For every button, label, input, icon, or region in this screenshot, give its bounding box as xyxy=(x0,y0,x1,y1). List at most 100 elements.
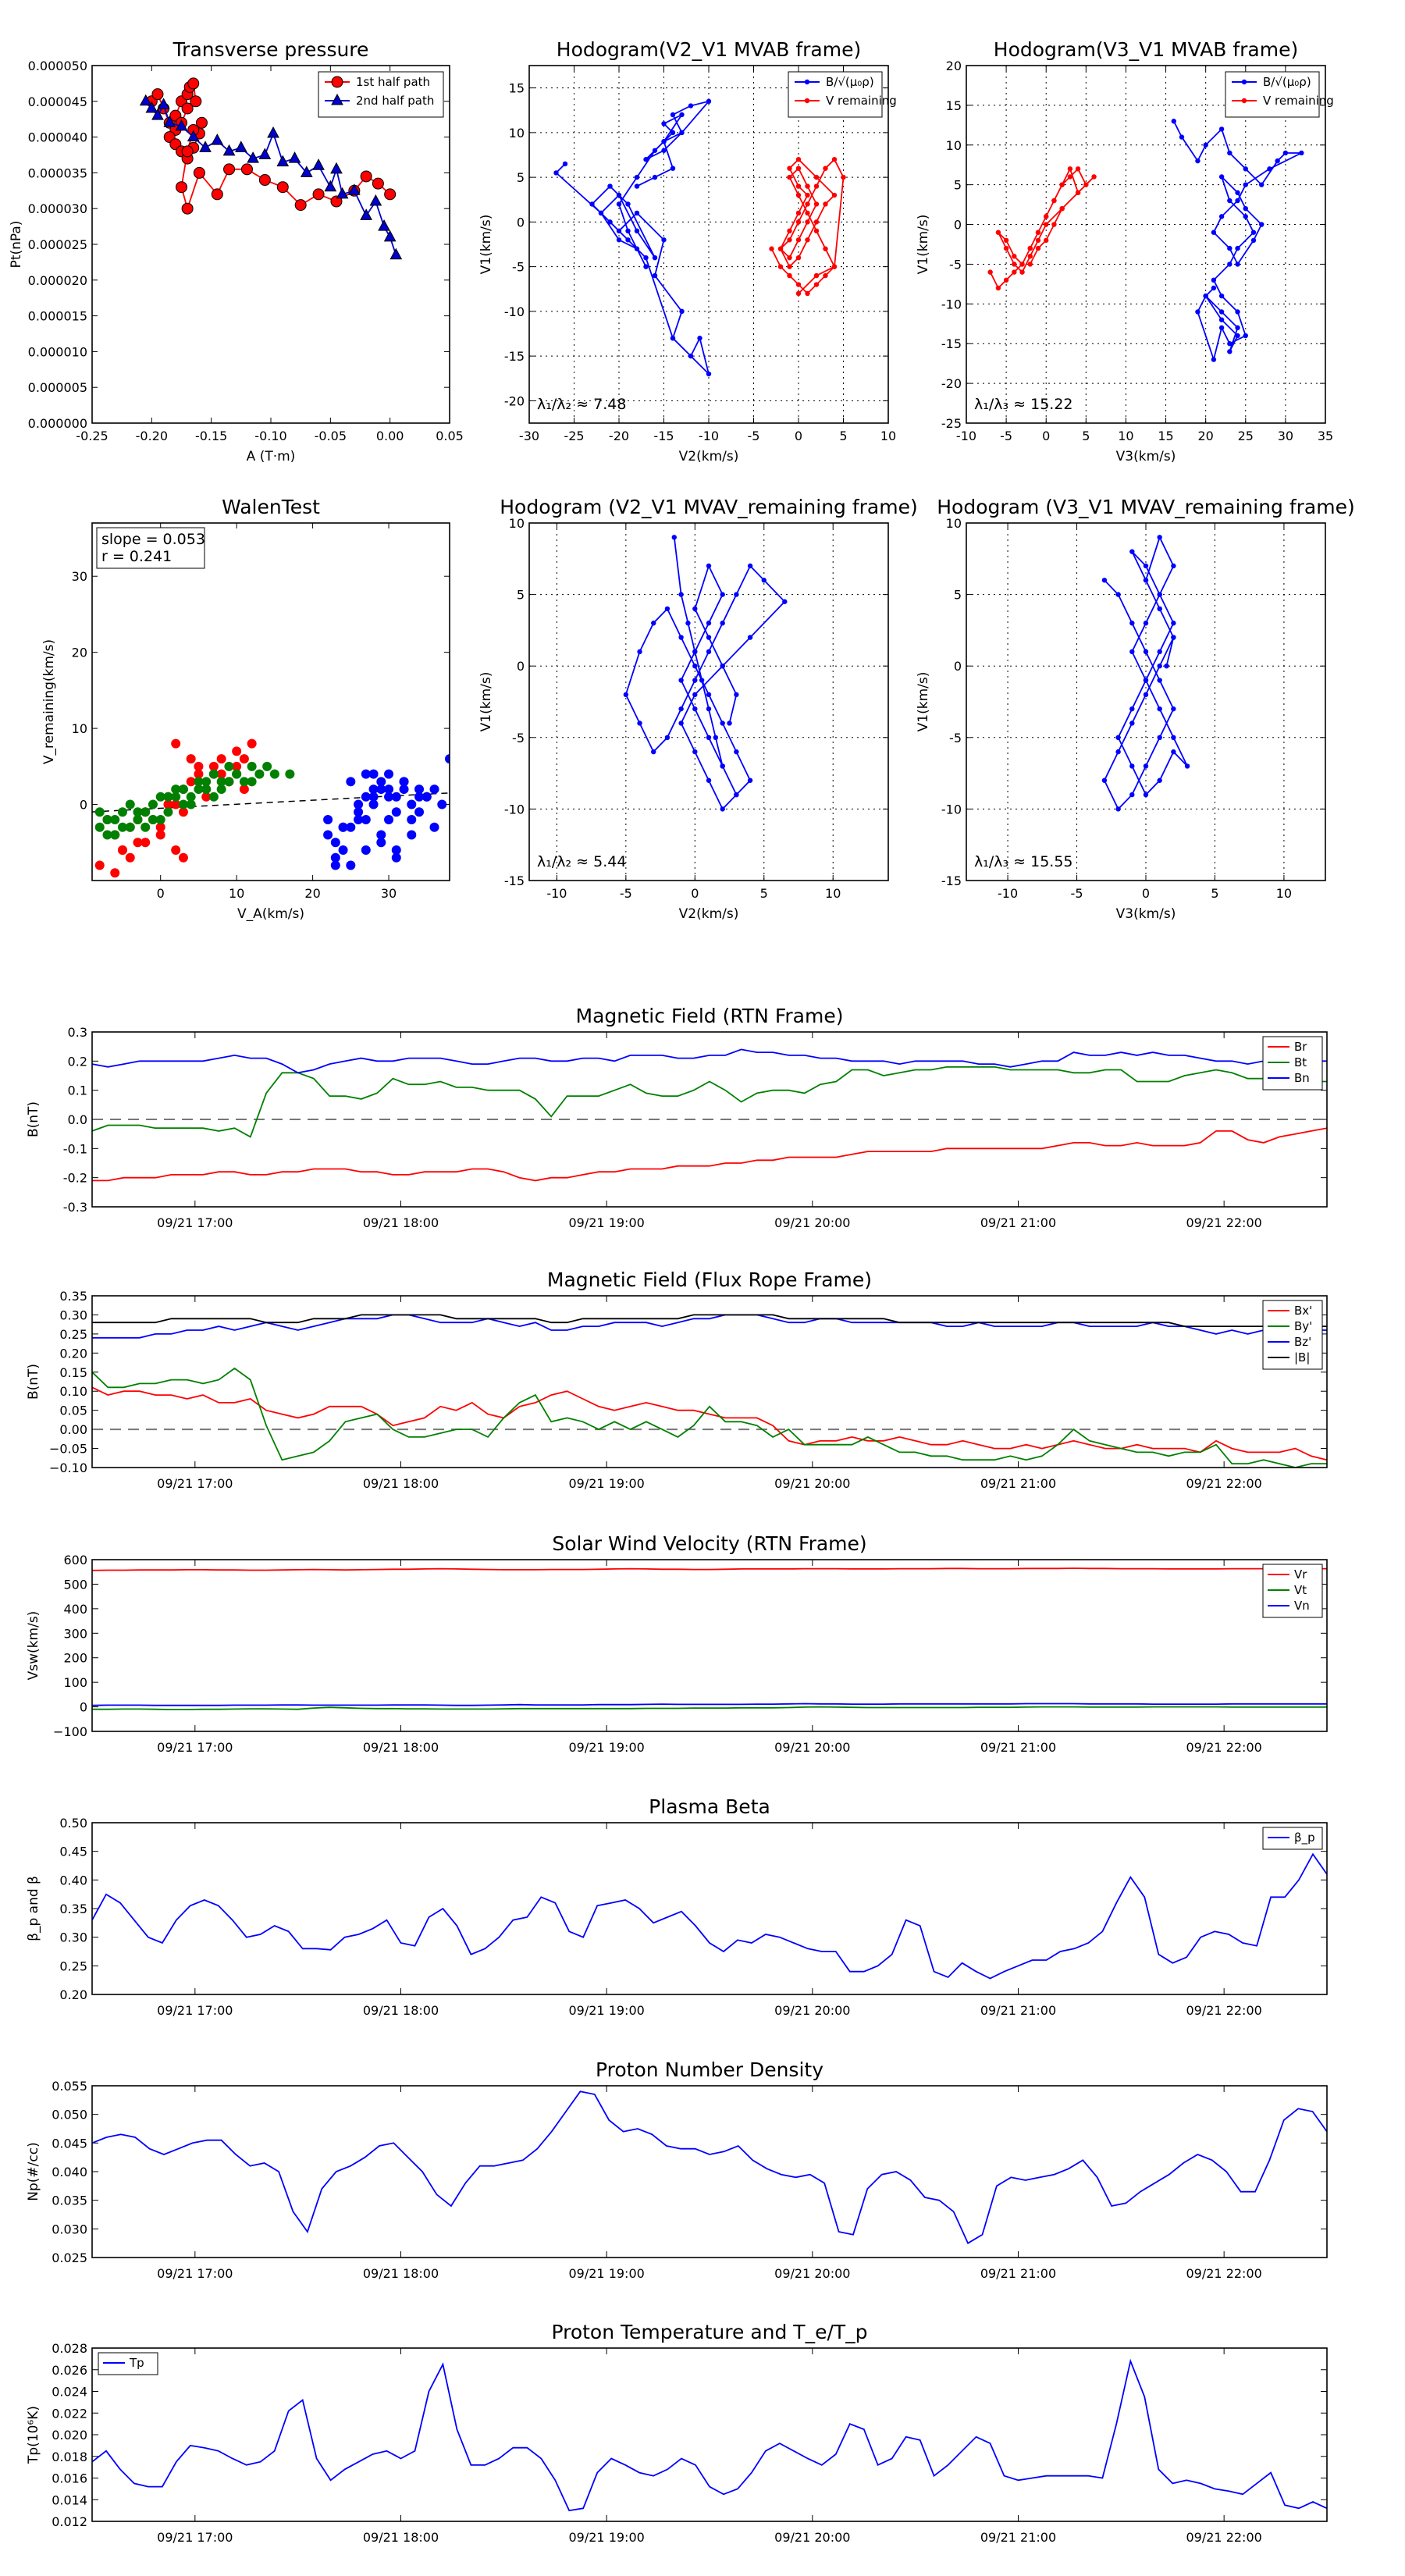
y-tick-label: 0.30 xyxy=(59,1930,87,1945)
data-point xyxy=(823,165,828,171)
chart-title: Proton Temperature and T_e/T_p xyxy=(551,2321,867,2343)
data-point xyxy=(376,838,386,848)
legend-marker xyxy=(804,79,810,85)
y-tick-label: -20 xyxy=(941,376,962,391)
data-point xyxy=(1115,806,1121,812)
ratio-annotation: λ₁/λ₃ ≈ 15.55 xyxy=(974,853,1073,870)
stats-line: slope = 0.053 xyxy=(101,531,205,548)
data-point xyxy=(1129,549,1135,554)
chart-title: Hodogram (V3_V1 MVAV_remaining frame) xyxy=(937,496,1355,518)
data-point xyxy=(1067,174,1073,180)
data-point xyxy=(813,219,820,225)
x-tick-label: 0 xyxy=(1142,886,1150,901)
data-point xyxy=(361,792,371,802)
data-point xyxy=(671,535,677,540)
data-point xyxy=(171,845,181,856)
data-point xyxy=(813,272,820,279)
y-tick-label: 30 xyxy=(72,569,87,584)
data-point xyxy=(1157,592,1162,597)
y-tick-label: -0.2 xyxy=(63,1171,87,1186)
x-tick-label: -15 xyxy=(653,429,674,443)
data-point xyxy=(330,860,340,870)
data-point xyxy=(368,769,379,779)
data-point xyxy=(625,228,631,234)
data-point xyxy=(346,777,356,787)
data-point xyxy=(151,88,164,101)
y-tick-label: -0.3 xyxy=(63,1200,87,1215)
data-point xyxy=(267,126,279,138)
y-tick-label: -5 xyxy=(512,260,525,275)
data-point xyxy=(625,237,631,243)
data-point xyxy=(140,807,151,817)
data-point xyxy=(1003,237,1009,244)
data-point xyxy=(679,130,685,136)
data-point xyxy=(102,830,112,840)
data-point xyxy=(823,201,828,207)
y-tick-label: 0.1 xyxy=(68,1083,87,1098)
y-axis-label: V1(km/s) xyxy=(478,215,494,275)
data-point xyxy=(678,720,684,726)
x-axis-label: V_A(km/s) xyxy=(237,906,304,922)
legend-label: Bn xyxy=(1294,1071,1310,1085)
data-point xyxy=(201,792,212,802)
data-point xyxy=(276,181,289,194)
data-point xyxy=(1275,158,1280,164)
data-point xyxy=(294,199,307,212)
series-group xyxy=(623,535,788,812)
y-tick-label: 0.15 xyxy=(59,1365,87,1380)
data-point xyxy=(651,749,656,755)
data-point xyxy=(813,201,820,207)
data-point xyxy=(414,792,425,802)
data-point xyxy=(787,228,792,234)
data-point xyxy=(323,815,333,825)
data-point xyxy=(354,799,364,809)
data-point xyxy=(987,269,993,275)
data-point xyxy=(831,264,838,269)
data-point xyxy=(1227,245,1232,251)
data-point xyxy=(1027,254,1033,259)
data-point xyxy=(664,606,670,612)
x-tick-label: 10 xyxy=(825,886,841,901)
data-point xyxy=(692,749,698,755)
data-point xyxy=(391,807,401,817)
data-point xyxy=(1012,262,1017,267)
data-point xyxy=(1091,174,1097,180)
data-point xyxy=(346,860,356,870)
y-tick-label: 0.000005 xyxy=(28,380,87,395)
x-tick-label: -10 xyxy=(546,886,567,901)
data-point xyxy=(734,592,739,597)
data-point xyxy=(254,769,265,779)
series-line xyxy=(91,1852,1328,1980)
data-point xyxy=(634,183,640,189)
data-point xyxy=(171,738,181,749)
data-point xyxy=(769,246,774,251)
data-point xyxy=(222,144,236,156)
data-point xyxy=(414,785,425,795)
data-point xyxy=(384,815,394,825)
legend-marker xyxy=(1241,98,1247,104)
panel-walen: 0 10 20 30 0 10 20 30 WalenTest V_A(km/s) V_remain… xyxy=(41,496,450,922)
x-tick-label: -10 xyxy=(699,429,719,443)
data-point xyxy=(607,183,613,189)
x-tick-label: 09/21 19:00 xyxy=(569,2530,645,2545)
plot-frame xyxy=(91,1559,1328,1732)
data-point xyxy=(125,822,135,832)
data-point xyxy=(1195,158,1200,164)
x-tick-label: 09/21 19:00 xyxy=(569,1476,645,1491)
x-tick-label: 09/21 19:00 xyxy=(569,1740,645,1755)
data-point xyxy=(1243,182,1248,187)
data-point xyxy=(1259,222,1264,227)
plot-frame xyxy=(528,65,889,424)
data-point xyxy=(338,822,348,832)
data-point xyxy=(692,678,698,683)
data-point xyxy=(1243,214,1248,219)
y-tick-label: -5 xyxy=(949,257,962,272)
data-point xyxy=(661,237,667,243)
data-point xyxy=(369,194,382,206)
data-point xyxy=(1218,214,1225,219)
legend-box xyxy=(788,71,883,118)
data-point xyxy=(1203,293,1208,299)
data-point xyxy=(1012,254,1017,259)
data-point xyxy=(761,578,767,583)
